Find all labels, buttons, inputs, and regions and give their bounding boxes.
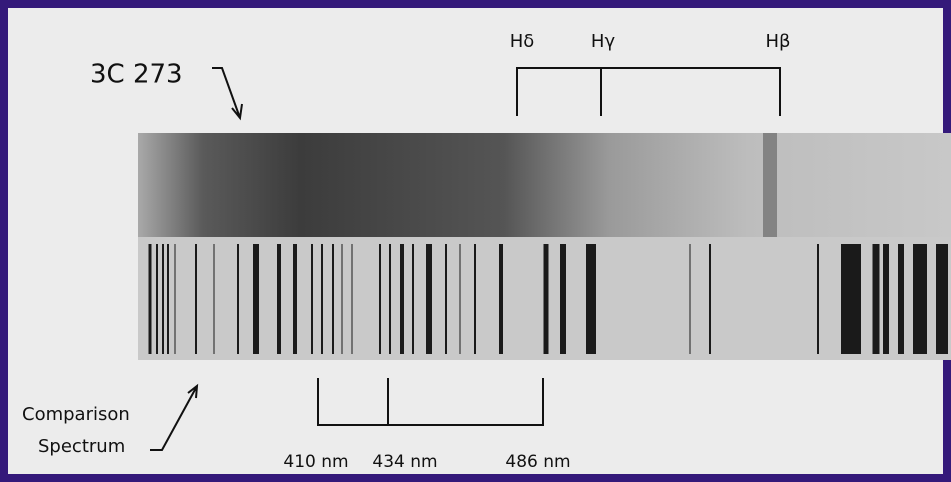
emission-line <box>156 244 158 354</box>
emission-line <box>277 244 281 354</box>
emission-line <box>389 244 391 354</box>
wavelength-label: 434 nm <box>372 452 437 472</box>
emission-line <box>167 244 169 354</box>
emission-line <box>841 244 861 354</box>
emission-line <box>426 244 432 354</box>
emission-line <box>149 244 152 354</box>
emission-line <box>162 244 164 354</box>
page: Hδ Hγ Hβ 3C 273 410 nm 434 nm 486 nm Com… <box>0 0 951 482</box>
line-label: Hγ <box>591 31 616 52</box>
h-beta-feature <box>763 133 777 237</box>
emission-line <box>311 244 313 354</box>
emission-line <box>883 244 889 354</box>
emission-line <box>898 244 904 354</box>
comparison-label: Comparison <box>22 404 130 425</box>
emission-line <box>873 244 880 354</box>
emission-line <box>560 244 566 354</box>
emission-line <box>586 244 596 354</box>
emission-line <box>544 244 549 354</box>
emission-line <box>214 244 215 354</box>
emission-line <box>445 244 447 354</box>
wavelength-label: 410 nm <box>283 452 348 472</box>
line-label: Hδ <box>510 31 535 52</box>
comparison-label: Spectrum <box>38 436 125 457</box>
spectrum-figure: Hδ Hγ Hβ 3C 273 410 nm 434 nm 486 nm Com… <box>0 0 951 482</box>
emission-line <box>460 244 461 354</box>
quasar-spectrum <box>138 133 951 237</box>
emission-line <box>332 244 334 354</box>
line-label: Hβ <box>765 31 790 52</box>
emission-line <box>400 244 404 354</box>
emission-line <box>379 244 381 354</box>
object-label: 3C 273 <box>90 60 183 90</box>
emission-line <box>237 244 239 354</box>
emission-line <box>293 244 297 354</box>
emission-line <box>195 244 197 354</box>
wavelength-label: 486 nm <box>505 452 570 472</box>
emission-line <box>253 244 259 354</box>
emission-line <box>342 244 343 354</box>
emission-line <box>412 244 414 354</box>
emission-line <box>321 244 323 354</box>
emission-line <box>499 244 503 354</box>
emission-line <box>474 244 476 354</box>
emission-line <box>175 244 176 354</box>
emission-line <box>936 244 948 354</box>
emission-line <box>817 244 819 354</box>
emission-line <box>913 244 927 354</box>
emission-line <box>690 244 691 354</box>
emission-line <box>352 244 353 354</box>
emission-line <box>709 244 711 354</box>
